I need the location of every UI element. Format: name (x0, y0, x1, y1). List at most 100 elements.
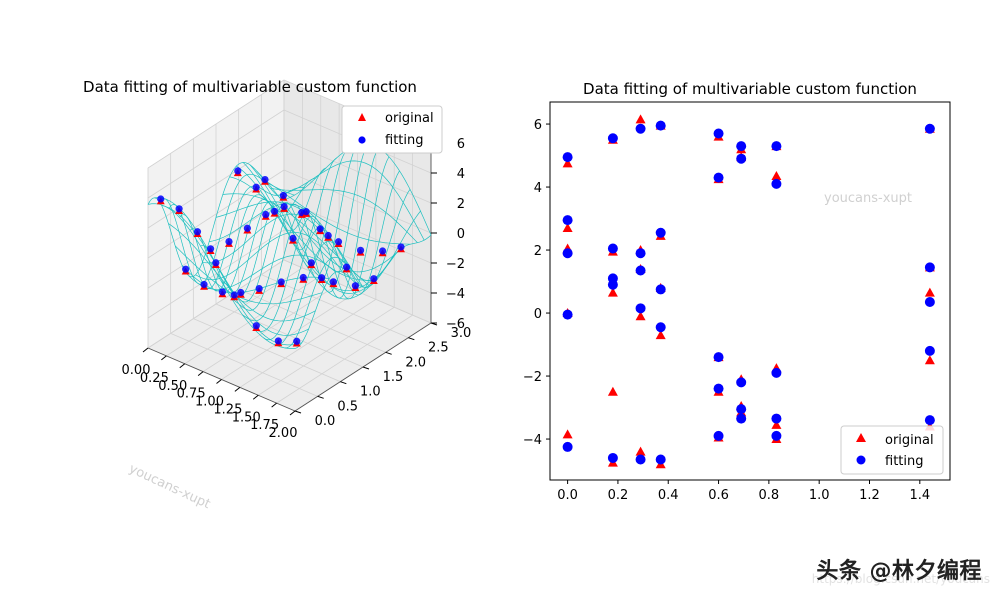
x3d-tick-mark (216, 379, 222, 384)
left-plot-title: Data fitting of multivariable custom fun… (83, 78, 417, 96)
original-point (562, 158, 573, 168)
fitting-point (635, 123, 646, 134)
right-legend-original-label: original (885, 433, 934, 448)
original-point (924, 355, 935, 365)
x-tick-label: 0.0 (557, 488, 578, 503)
3d-scatter-points (156, 167, 405, 347)
y3d-tick-mark (362, 366, 370, 370)
fitting-point (655, 227, 666, 238)
x-tick-label: 0.8 (759, 488, 780, 503)
x-tick-label: 1.4 (909, 488, 930, 503)
y-tick-label: −2 (523, 370, 542, 385)
fitting-point-3d (252, 322, 260, 330)
grid-line (238, 288, 386, 353)
right-legend-box (840, 425, 944, 475)
wire-line (188, 254, 337, 290)
x3d-tick-label: 0.25 (140, 371, 169, 386)
x3d-tick-mark (252, 394, 259, 400)
y3d-tick-mark (340, 381, 347, 385)
fitting-point-3d (262, 210, 270, 219)
y3d-tick-label: 3.0 (451, 326, 472, 341)
fitting-point-3d (307, 259, 315, 267)
fitting-point (607, 452, 618, 463)
fitting-point (607, 243, 618, 254)
x3d-tick-label: 1.50 (232, 410, 261, 425)
3d-x-ticks: 0.000.250.500.751.001.251.501.752.00 (122, 347, 298, 441)
original-point (635, 114, 646, 124)
fitting-point-3d (277, 278, 285, 286)
grid-line (147, 259, 285, 349)
grid-line (283, 229, 432, 294)
right-legend-fitting-marker (856, 455, 866, 465)
x3d-tick-label: 0.50 (158, 379, 187, 394)
x-tick-label: 0.6 (708, 488, 729, 503)
fitting-point-3d (379, 247, 387, 255)
fitting-point-3d (212, 259, 220, 267)
fitting-point-3d (318, 274, 326, 282)
fitting-point (655, 284, 666, 295)
3d-y-ticks: 0.00.51.01.52.02.53.0 (294, 322, 472, 429)
fitting-point (655, 322, 666, 333)
x3d-tick-mark (161, 355, 167, 361)
fitting-point (771, 430, 782, 441)
fitting-point (924, 415, 935, 426)
wire-line (242, 162, 391, 300)
left-legend-box (341, 105, 443, 154)
wire-line (215, 201, 364, 288)
fitting-point (736, 413, 747, 424)
fitting-point (771, 178, 782, 189)
y-tick-label: 2 (534, 244, 542, 259)
grid-line (283, 169, 432, 234)
wire-line (195, 232, 343, 281)
fitting-point-3d (351, 282, 360, 290)
grid-line (193, 318, 341, 383)
fitting-point-3d (274, 337, 282, 345)
fitting-point (562, 248, 573, 259)
fitting-point-3d (289, 234, 297, 242)
wire-line (168, 223, 316, 322)
fitting-point (607, 133, 618, 144)
x3d-tick-mark (197, 371, 204, 377)
fitting-point-3d (243, 224, 251, 232)
fitting-point-3d (329, 278, 337, 286)
3d-z-ticks: 6 4 2 0 −2 −4 −6 (431, 137, 465, 332)
fitting-point-3d (225, 237, 233, 246)
fitting-point (736, 153, 747, 164)
left-legend-original-label: original (385, 111, 434, 126)
x-tick-label: 0.2 (608, 488, 629, 503)
fitting-point-3d (252, 183, 260, 191)
z3d-tick-label: 0 (457, 227, 465, 242)
z3d-tick-label: −6 (446, 317, 465, 332)
x3d-tick-label: 0.00 (122, 363, 151, 378)
fitting-point-3d (182, 265, 190, 273)
x-tick-label: 0.4 (658, 488, 679, 503)
x3d-tick-label: 2.00 (269, 426, 298, 441)
fitting-point-3d (397, 243, 405, 251)
fitting-point-3d (324, 231, 332, 240)
fitting-point (562, 215, 573, 226)
fitting-point-3d (316, 225, 324, 233)
fitting-point (736, 404, 747, 415)
x-tick-label: 1.0 (809, 488, 830, 503)
right-legend: original fitting (840, 425, 944, 475)
fitting-point (655, 454, 666, 465)
fitting-point (635, 454, 646, 465)
left-legend: original fitting (341, 105, 443, 154)
fitting-point (771, 413, 782, 424)
fitting-point (713, 128, 724, 139)
fitting-point-3d (230, 291, 238, 299)
y3d-tick-mark (385, 351, 392, 355)
y-tick-label: 4 (534, 181, 542, 196)
fitting-point-3d (342, 263, 351, 271)
fitting-point (635, 303, 646, 314)
x3d-tick-mark (289, 410, 296, 416)
grid-line (283, 259, 432, 324)
fitting-point (713, 172, 724, 183)
right-2d-plot: Data fitting of multivariable custom fun… (523, 80, 951, 503)
original-point (635, 446, 646, 456)
fitting-point-3d (157, 195, 165, 203)
y3d-tick-label: 2.5 (428, 341, 449, 356)
x3d-tick-label: 0.75 (177, 387, 206, 402)
original-point (635, 311, 646, 321)
